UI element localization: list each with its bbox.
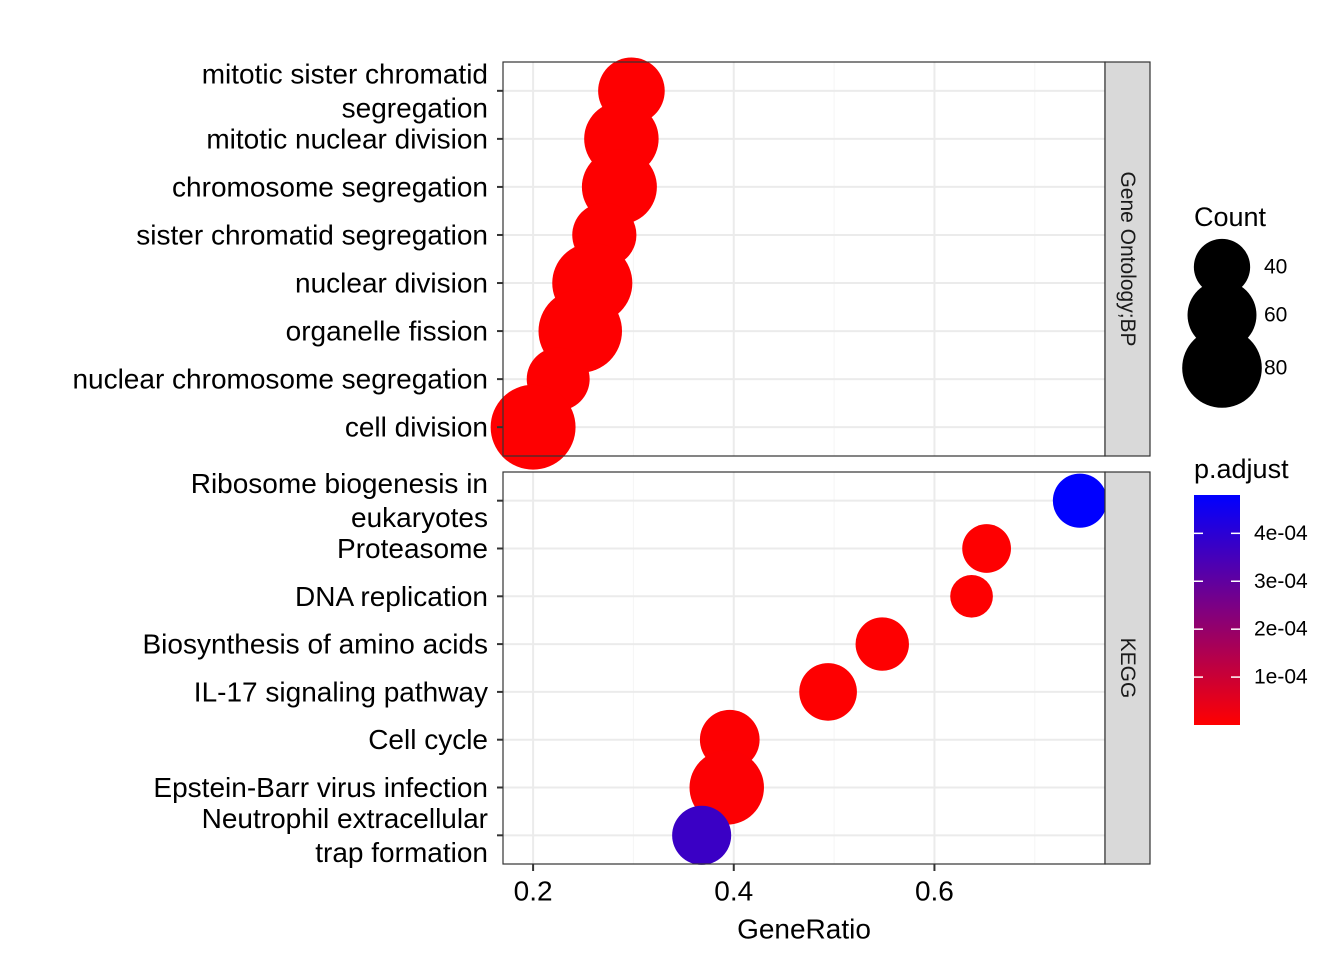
data-point	[1052, 473, 1107, 528]
color-legend-title: p.adjust	[1194, 454, 1289, 484]
data-point	[799, 663, 857, 721]
color-legend-label: 4e-04	[1254, 522, 1308, 545]
y-tick-label: trap formation	[315, 837, 488, 868]
facet-strip	[1104, 471, 1151, 865]
y-tick-label: DNA replication	[295, 581, 488, 612]
data-point	[689, 750, 764, 825]
x-tick-label: 0.2	[514, 876, 553, 907]
y-tick-label: nuclear division	[295, 268, 488, 299]
color-legend-label: 1e-04	[1254, 666, 1308, 689]
y-tick-label: mitotic sister chromatid	[202, 58, 488, 89]
y-tick-label: nuclear chromosome segregation	[72, 364, 488, 395]
data-point	[855, 617, 909, 671]
size-legend-label: 60	[1264, 304, 1287, 327]
size-legend-title: Count	[1194, 202, 1267, 232]
data-point	[950, 574, 993, 618]
y-tick-label: Epstein-Barr virus infection	[153, 772, 488, 803]
y-tick-label: Cell cycle	[368, 724, 488, 755]
data-point	[490, 384, 576, 470]
color-legend-label: 3e-04	[1254, 570, 1308, 593]
y-tick-label: organelle fission	[286, 316, 488, 347]
panel-background-1	[503, 472, 1105, 864]
facet-strip-label: Gene Ontology;BP	[1116, 171, 1139, 346]
y-tick-label: chromosome segregation	[172, 171, 488, 202]
y-tick-label: IL-17 signaling pathway	[194, 676, 488, 707]
y-tick-label: sister chromatid segregation	[136, 219, 488, 250]
y-tick-label: Biosynthesis of amino acids	[142, 629, 488, 660]
y-tick-label: Ribosome biogenesis in	[191, 468, 488, 499]
y-tick-label: mitotic nuclear division	[206, 123, 488, 154]
size-legend-key	[1182, 328, 1262, 408]
x-tick-label: 0.6	[915, 876, 954, 907]
data-point	[962, 524, 1011, 573]
color-legend-bar	[1194, 495, 1240, 725]
data-point	[672, 805, 732, 865]
y-tick-label: cell division	[345, 412, 488, 443]
y-tick-label: eukaryotes	[351, 502, 488, 533]
y-tick-label: Proteasome	[337, 533, 488, 564]
x-axis-title: GeneRatio	[737, 914, 871, 945]
size-legend-key	[1193, 238, 1251, 296]
y-tick-label: Neutrophil extracellular	[202, 803, 488, 834]
color-legend-label: 2e-04	[1254, 618, 1308, 641]
size-legend-label: 40	[1264, 256, 1287, 279]
x-tick-label: 0.4	[714, 876, 753, 907]
facet-strip-label: KEGG	[1116, 638, 1139, 699]
facet-strip	[1104, 61, 1151, 457]
y-tick-label: segregation	[342, 92, 488, 123]
size-legend-label: 80	[1264, 357, 1287, 380]
